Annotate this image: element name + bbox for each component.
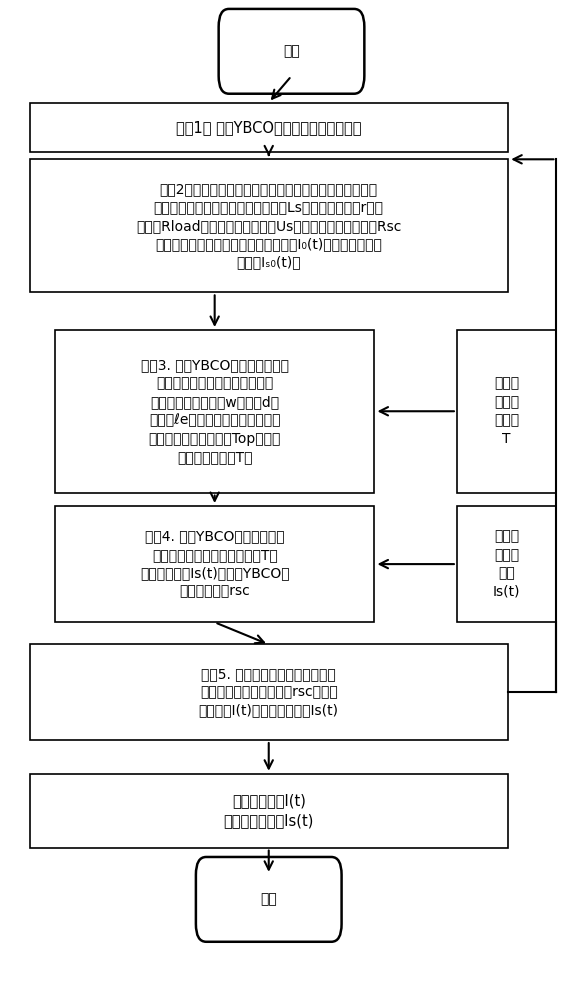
Polygon shape — [457, 330, 556, 493]
Text: 步骤2．建立电阵型超导限流器的电路模型，给定电阵型超
导限流器的电路参数：电路等效电感Ls、电路等效电阿r和负
载电阿Rload，以及交流电源电压Us，在超导无: 步骤2．建立电阵型超导限流器的电路模型，给定电阵型超 导限流器的电路参数：电路等… — [136, 182, 402, 270]
Text: 反馈超
导带材
的温度
T: 反馈超 导带材 的温度 T — [494, 377, 519, 446]
Polygon shape — [55, 506, 374, 622]
FancyBboxPatch shape — [219, 9, 364, 94]
Text: 步骤4. 建立YBCO超导带材等效
电路模型，依据超导带材温度T和
超导带材电流Is(t)，计算YBCO超
导带材的电阿rsc: 步骤4. 建立YBCO超导带材等效 电路模型，依据超导带材温度T和 超导带材电流… — [140, 529, 290, 599]
Text: 步骤5. 根据电阵型超导限流器的电
路模型、超导带材的电阿rsc，计算
线路电流I(t)和超导带材电流Is(t): 步骤5. 根据电阵型超导限流器的电 路模型、超导带材的电阿rsc，计算 线路电流… — [199, 667, 339, 718]
Text: 步骤1． 建立YBCO超导带材等效结构模型: 步骤1． 建立YBCO超导带材等效结构模型 — [176, 120, 361, 135]
Polygon shape — [55, 330, 374, 493]
Polygon shape — [30, 774, 508, 848]
Polygon shape — [30, 103, 508, 152]
Polygon shape — [30, 159, 508, 292]
Text: 反馈超
导带材
电流
Is(t): 反馈超 导带材 电流 Is(t) — [493, 529, 521, 599]
Text: 输出线路电流I(t)
和超导带材电流Is(t): 输出线路电流I(t) 和超导带材电流Is(t) — [223, 793, 314, 828]
FancyBboxPatch shape — [196, 857, 342, 942]
Text: 步骤3. 建立YBCO超导带材的热传
导模型，给定超导带材的结构参
数：超导带材的宽度w、厚度d和
和长度ℓe，给定超导无感线圈的初
始运行条件：工作温度Top: 步骤3. 建立YBCO超导带材的热传 导模型，给定超导带材的结构参 数：超导带材… — [141, 358, 289, 464]
Polygon shape — [457, 506, 556, 622]
Text: 开始: 开始 — [283, 44, 300, 58]
Polygon shape — [30, 644, 508, 740]
Text: 结束: 结束 — [261, 892, 277, 906]
